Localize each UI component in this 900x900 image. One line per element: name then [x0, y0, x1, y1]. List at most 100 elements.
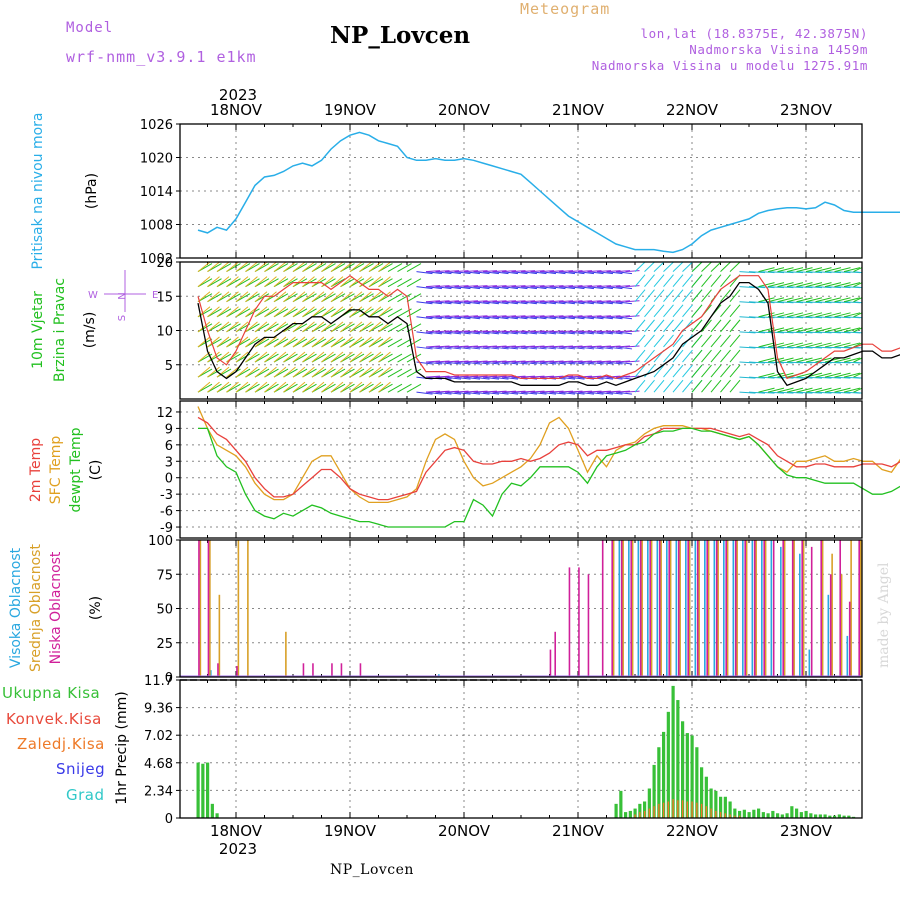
wind-barb [359, 261, 372, 272]
wind-barb [758, 376, 775, 379]
altitude-label: Nadmorska Visina 1459m [689, 42, 868, 57]
wind-barb [577, 361, 595, 365]
wind-barb [435, 346, 452, 350]
wind-barb [473, 271, 490, 275]
wind-barb [454, 270, 469, 273]
wind-barb [596, 270, 612, 273]
dewpoint-axis-title: dewpt Temp [68, 427, 84, 512]
wind-barb [653, 261, 665, 272]
wind-barb [207, 336, 220, 348]
precip-total-bar [761, 812, 765, 818]
wind-barb [397, 278, 412, 288]
wind-barb [501, 360, 517, 363]
wind-barb [273, 381, 287, 393]
wind-barb [606, 315, 621, 318]
wind-barb [767, 286, 785, 289]
day-label-bottom: 18NOV [210, 822, 263, 840]
wind-barb [577, 345, 593, 348]
wind-barb [530, 315, 545, 318]
wind-barb [311, 306, 325, 318]
wind-barb [435, 300, 450, 303]
wind-barb [549, 271, 566, 275]
wind-barb [454, 375, 469, 378]
wind-barb [368, 336, 382, 348]
wind-barb [786, 357, 804, 363]
wind-barb [786, 361, 804, 364]
wind-barb [511, 315, 526, 318]
wind-barb [425, 315, 441, 318]
wind-barb [492, 286, 509, 290]
wind-barb [691, 379, 703, 393]
wind-barb [672, 319, 684, 333]
wind-barb [720, 304, 731, 318]
wind-barb [349, 336, 363, 348]
wind-barb [254, 261, 268, 272]
wind-barb [748, 271, 766, 274]
time-axis-bottom: 18NOV 19NOV 20NOV 21NOV 22NOV 23NOV 2023 [210, 822, 833, 858]
ytick-label: 0 [165, 472, 173, 487]
wind-barb [520, 346, 538, 350]
wind-barb [653, 364, 665, 378]
wind-barb [216, 321, 230, 333]
wind-barb [444, 270, 460, 273]
wind-barb [777, 297, 794, 303]
wind-barb [596, 301, 614, 305]
precip-axis-title: 1hr Precip (mm) [114, 691, 130, 804]
precip-conv-bar [662, 802, 665, 818]
wind-barb [197, 381, 211, 393]
wind-barb [615, 286, 633, 290]
wind-barb [663, 274, 674, 287]
wind-barb [463, 361, 481, 365]
wind-barb [283, 381, 296, 393]
wind-barb [577, 316, 595, 320]
wind-barb [796, 361, 813, 364]
wind-barb [245, 291, 258, 303]
wind-barb [634, 379, 646, 393]
wind-barb [387, 338, 403, 348]
wind-barb [501, 391, 519, 395]
wind-barb [425, 285, 441, 288]
wind-barb [558, 360, 574, 363]
wind-barb [834, 286, 851, 289]
wind-barb [796, 297, 813, 303]
wind-barb [653, 289, 665, 303]
wind-barb [558, 390, 574, 393]
wind-barb [425, 330, 441, 333]
wind-barb [368, 261, 382, 272]
wind-barb [539, 316, 557, 320]
ytick-label: -3 [160, 488, 173, 503]
wind-barb [834, 297, 851, 303]
wind-barb [444, 286, 462, 290]
wind-barb [482, 316, 500, 320]
wind-barb [568, 285, 583, 288]
wind-barb [587, 300, 602, 303]
wind-barb [853, 316, 863, 319]
wind-barb [511, 300, 526, 303]
temp2m-axis-title: 2m Temp [28, 438, 44, 502]
wind-barb [520, 316, 538, 320]
wind-barb [226, 336, 239, 348]
wind-barb [796, 342, 813, 348]
panel-3: -9-6 -30 36 912 [156, 401, 862, 538]
sfc-temp-axis-title: SFC Temp [48, 436, 64, 505]
wind-barb [492, 315, 507, 318]
wind-barb [311, 351, 325, 363]
wind-barb [777, 346, 794, 349]
wind-barb [853, 361, 863, 364]
wind-barb [473, 391, 490, 395]
wind-barb [425, 345, 441, 348]
wind-barb [739, 286, 756, 289]
wind-barb [378, 261, 391, 272]
lonlat-label: lon,lat (18.8375E, 42.3875N) [640, 26, 868, 41]
wind-barb [378, 351, 391, 363]
wind-barb [482, 301, 500, 305]
wind-barb [701, 334, 712, 348]
wind-barb [796, 312, 813, 318]
wind-barb [710, 274, 722, 287]
wind-barb [805, 282, 823, 288]
ytick-label: 0 [165, 812, 173, 827]
wind-barb [454, 300, 469, 303]
wind-barb [558, 300, 574, 303]
wind-barb [321, 366, 334, 378]
wind-barb [615, 390, 631, 393]
